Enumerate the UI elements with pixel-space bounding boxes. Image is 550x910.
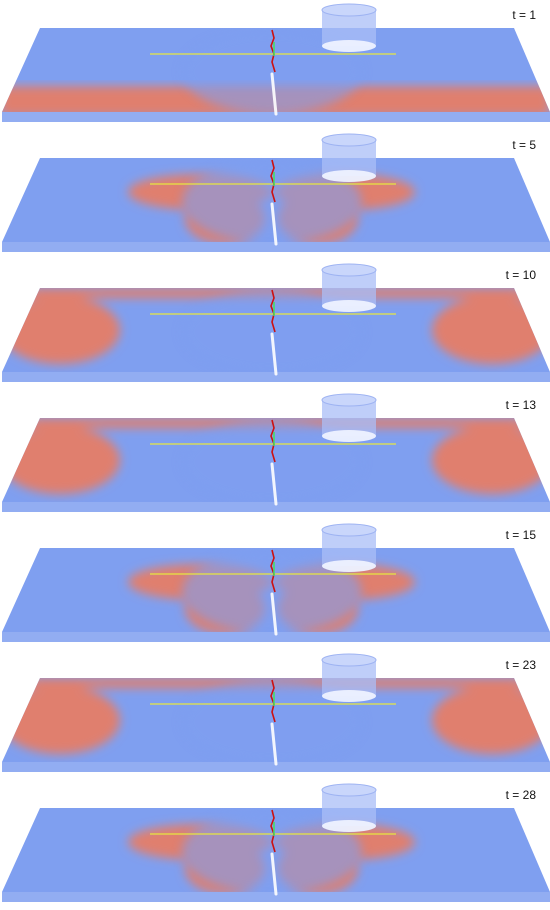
time-label: t = 5 — [512, 138, 536, 152]
slab-render — [2, 263, 550, 382]
cylinder-well — [321, 263, 377, 312]
time-label: t = 28 — [505, 788, 536, 802]
time-label: t = 15 — [505, 528, 536, 542]
slab-render — [2, 393, 550, 512]
cooling-zone — [182, 680, 362, 762]
crack-path — [270, 549, 276, 593]
slab-render — [2, 783, 550, 902]
crack-path — [270, 679, 276, 723]
fracture-trace — [270, 852, 278, 896]
cylinder-well — [321, 783, 377, 832]
slab-render — [2, 653, 550, 772]
fracture-trace — [270, 722, 278, 766]
cooling-zone — [182, 160, 362, 242]
crack-path — [270, 289, 276, 333]
slab-render — [2, 3, 550, 122]
slab-edge — [2, 892, 550, 902]
slab-edge — [2, 242, 550, 252]
cylinder-well — [321, 523, 377, 572]
frame-2: t = 10 — [0, 262, 550, 390]
fracture-trace — [270, 332, 278, 376]
crack-path — [270, 809, 276, 853]
fracture-trace — [270, 592, 278, 636]
slab-render — [2, 523, 550, 642]
crack-path — [270, 159, 276, 203]
cylinder-well — [321, 393, 377, 442]
slab-render — [2, 133, 550, 252]
cooling-zone — [182, 550, 362, 632]
slab-edge — [2, 502, 550, 512]
frame-1: t = 5 — [0, 132, 550, 260]
cylinder-well — [321, 653, 377, 702]
cylinder-well — [321, 3, 377, 52]
fracture-trace — [270, 462, 278, 506]
time-label: t = 10 — [505, 268, 536, 282]
fracture-trace — [270, 72, 278, 116]
slab-edge — [2, 112, 550, 122]
cooling-zone — [182, 810, 362, 892]
cooling-zone — [182, 290, 362, 372]
fracture-trace — [270, 202, 278, 246]
cooling-zone — [182, 30, 362, 112]
frame-5: t = 23 — [0, 652, 550, 780]
frame-4: t = 15 — [0, 522, 550, 650]
time-label: t = 13 — [505, 398, 536, 412]
time-label: t = 1 — [512, 8, 536, 22]
slab-edge — [2, 762, 550, 772]
slab-edge — [2, 372, 550, 382]
cylinder-well — [321, 133, 377, 182]
frame-6: t = 28 — [0, 782, 550, 910]
time-label: t = 23 — [505, 658, 536, 672]
crack-path — [270, 29, 276, 73]
frame-3: t = 13 — [0, 392, 550, 520]
cooling-zone — [182, 420, 362, 502]
slab-edge — [2, 632, 550, 642]
frame-0: t = 1 — [0, 2, 550, 130]
crack-path — [270, 419, 276, 463]
